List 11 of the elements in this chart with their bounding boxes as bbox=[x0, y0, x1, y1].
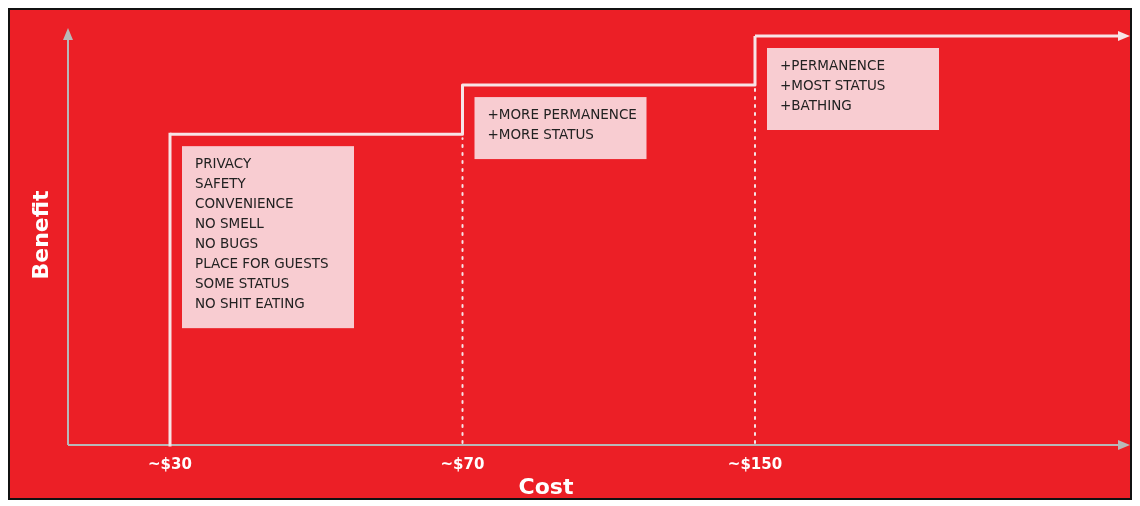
note-box: +MORE PERMANENCE +MORE STATUS bbox=[474, 97, 647, 160]
note-box: +PERMANENCE +MOST STATUS +BATHING bbox=[767, 48, 939, 130]
annotation: PRIVACY SAFETY CONVENIENCE NO SMELL NO BUGS PLACE FOR GUESTS SOME STATUS NO SHIT EATING bbox=[195, 155, 329, 312]
annotation: +PERMANENCE +MOST STATUS +BATHING bbox=[780, 57, 886, 113]
x-axis-title: Cost bbox=[518, 474, 574, 499]
x-tick-label: ~$30 bbox=[148, 455, 192, 473]
note-box: PRIVACY SAFETY CONVENIENCE NO SMELL NO BUGS PLACE FOR GUESTS SOME STATUS NO SHIT EATING bbox=[182, 146, 354, 329]
y-axis-title: Benefit bbox=[28, 189, 53, 280]
annotation: +MORE PERMANENCE +MORE STATUS bbox=[487, 106, 637, 143]
x-tick-label: ~$150 bbox=[727, 455, 783, 473]
x-tick-label: ~$70 bbox=[440, 455, 485, 473]
